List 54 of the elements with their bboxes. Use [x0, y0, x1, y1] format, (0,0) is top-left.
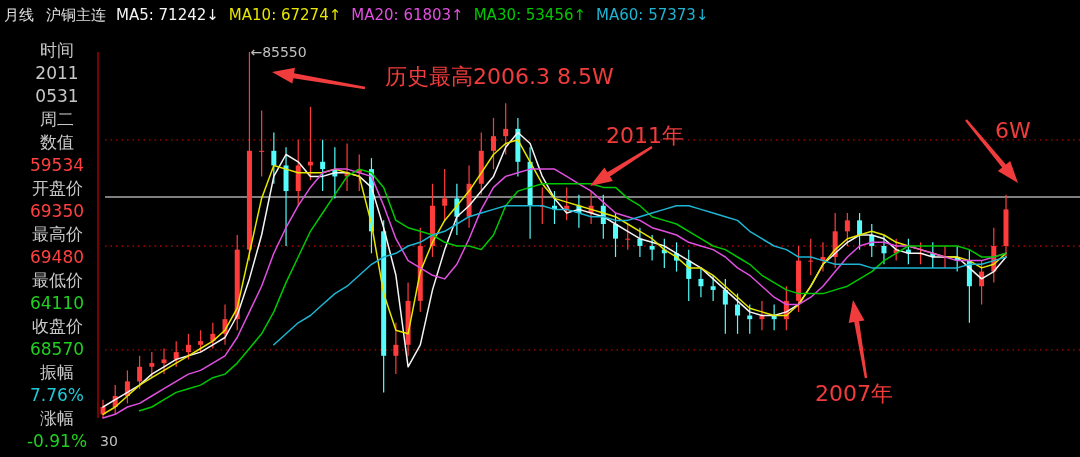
- candlestick: [198, 329, 204, 353]
- text: 0531: [35, 86, 79, 106]
- candlestick: [259, 109, 265, 178]
- text: 涨幅: [40, 408, 74, 428]
- text: 59534: [29, 155, 85, 175]
- text: 振幅: [40, 362, 74, 382]
- text: 30: [100, 433, 118, 449]
- annotation: 2011年: [606, 123, 684, 148]
- candlestick: [625, 223, 631, 251]
- text: 69480: [29, 247, 85, 267]
- candlestick: [320, 139, 326, 192]
- candlestick: [185, 333, 191, 361]
- chart-title: 沪铜主连: [46, 6, 106, 24]
- text: 69350: [29, 201, 85, 221]
- candlestick: [442, 168, 448, 221]
- annotation: 历史最高2006.3 8.5W: [385, 64, 614, 89]
- candlestick: [857, 212, 863, 251]
- annotation: 6W: [995, 118, 1031, 143]
- text: 周二: [40, 109, 74, 129]
- candlestick: [649, 234, 655, 262]
- text: 收盘价: [31, 316, 83, 336]
- candlestick: [881, 234, 887, 265]
- candlestick: [149, 351, 155, 379]
- annotation: 2007年: [815, 381, 893, 406]
- candlestick: [844, 212, 850, 247]
- text: 最低价: [31, 270, 83, 290]
- candlestick: [490, 117, 496, 170]
- text: 68570: [29, 339, 85, 359]
- text: 2011: [35, 63, 79, 83]
- text: MA10: 67274↑: [228, 6, 342, 24]
- candlestick: [710, 274, 716, 302]
- text: -0.91%: [26, 431, 88, 451]
- candlestick: [698, 267, 704, 298]
- candlestick: [808, 238, 814, 276]
- text: MA20: 61803↑: [351, 6, 464, 24]
- candlestick: [271, 131, 277, 185]
- text: 开盘价: [31, 178, 83, 198]
- candlestick: [722, 278, 728, 335]
- candlestick: [503, 102, 509, 156]
- chart-subtitle: 月线: [4, 6, 34, 24]
- text: 7.76%: [29, 385, 85, 405]
- text: 数值: [40, 132, 74, 152]
- candlestick: [137, 355, 143, 390]
- candlestick: [735, 292, 741, 335]
- candlestick: [393, 322, 399, 375]
- candlestick: [613, 212, 619, 258]
- text: 64110: [29, 293, 85, 313]
- text: 最高价: [31, 224, 83, 244]
- annotation: ←85550: [250, 44, 307, 60]
- text: MA30: 53456↑: [473, 6, 587, 24]
- text: 时间: [40, 40, 74, 60]
- text: MA60: 57373↓: [596, 6, 709, 24]
- text: MA5: 71242↓: [116, 6, 219, 24]
- candlestick: [161, 347, 167, 375]
